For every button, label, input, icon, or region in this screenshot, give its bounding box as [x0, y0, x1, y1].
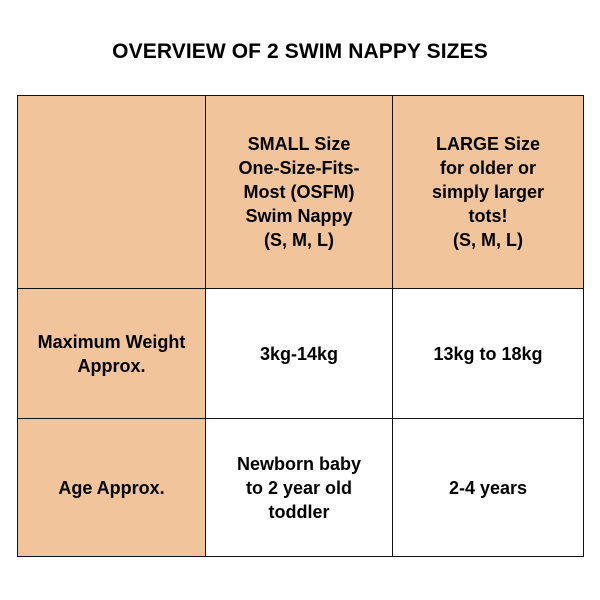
- size-comparison-table: SMALL Size One-Size-Fits- Most (OSFM) Sw…: [17, 95, 584, 557]
- cell-small-age: Newborn baby to 2 year old toddler: [205, 418, 393, 557]
- cell-small-weight-text: 3kg-14kg: [259, 343, 339, 364]
- page-title: OVERVIEW OF 2 SWIM NAPPY SIZES: [112, 40, 488, 63]
- table-header-row: SMALL Size One-Size-Fits- Most (OSFM) Sw…: [17, 95, 584, 289]
- corner-cell: [17, 95, 206, 289]
- cell-large-weight-text: 13kg to 18kg: [433, 343, 543, 364]
- row-label-weight-text: Maximum Weight Approx.: [37, 331, 186, 376]
- row-label-age: Age Approx.: [17, 418, 206, 557]
- column-header-large: LARGE Size for older or simply larger to…: [392, 95, 584, 289]
- cell-large-age: 2-4 years: [392, 418, 584, 557]
- column-header-large-text: LARGE Size for older or simply larger to…: [431, 134, 545, 250]
- cell-large-age-text: 2-4 years: [448, 477, 528, 498]
- cell-small-weight: 3kg-14kg: [205, 288, 393, 419]
- row-label-age-text: Age Approx.: [58, 477, 165, 498]
- cell-large-weight: 13kg to 18kg: [392, 288, 584, 419]
- table-row: Age Approx. Newborn baby to 2 year old t…: [17, 418, 584, 557]
- column-header-small: SMALL Size One-Size-Fits- Most (OSFM) Sw…: [205, 95, 393, 289]
- row-label-weight: Maximum Weight Approx.: [17, 288, 206, 419]
- cell-small-age-text: Newborn baby to 2 year old toddler: [236, 453, 361, 522]
- table-row: Maximum Weight Approx. 3kg-14kg 13kg to …: [17, 288, 584, 419]
- column-header-small-text: SMALL Size One-Size-Fits- Most (OSFM) Sw…: [238, 134, 360, 250]
